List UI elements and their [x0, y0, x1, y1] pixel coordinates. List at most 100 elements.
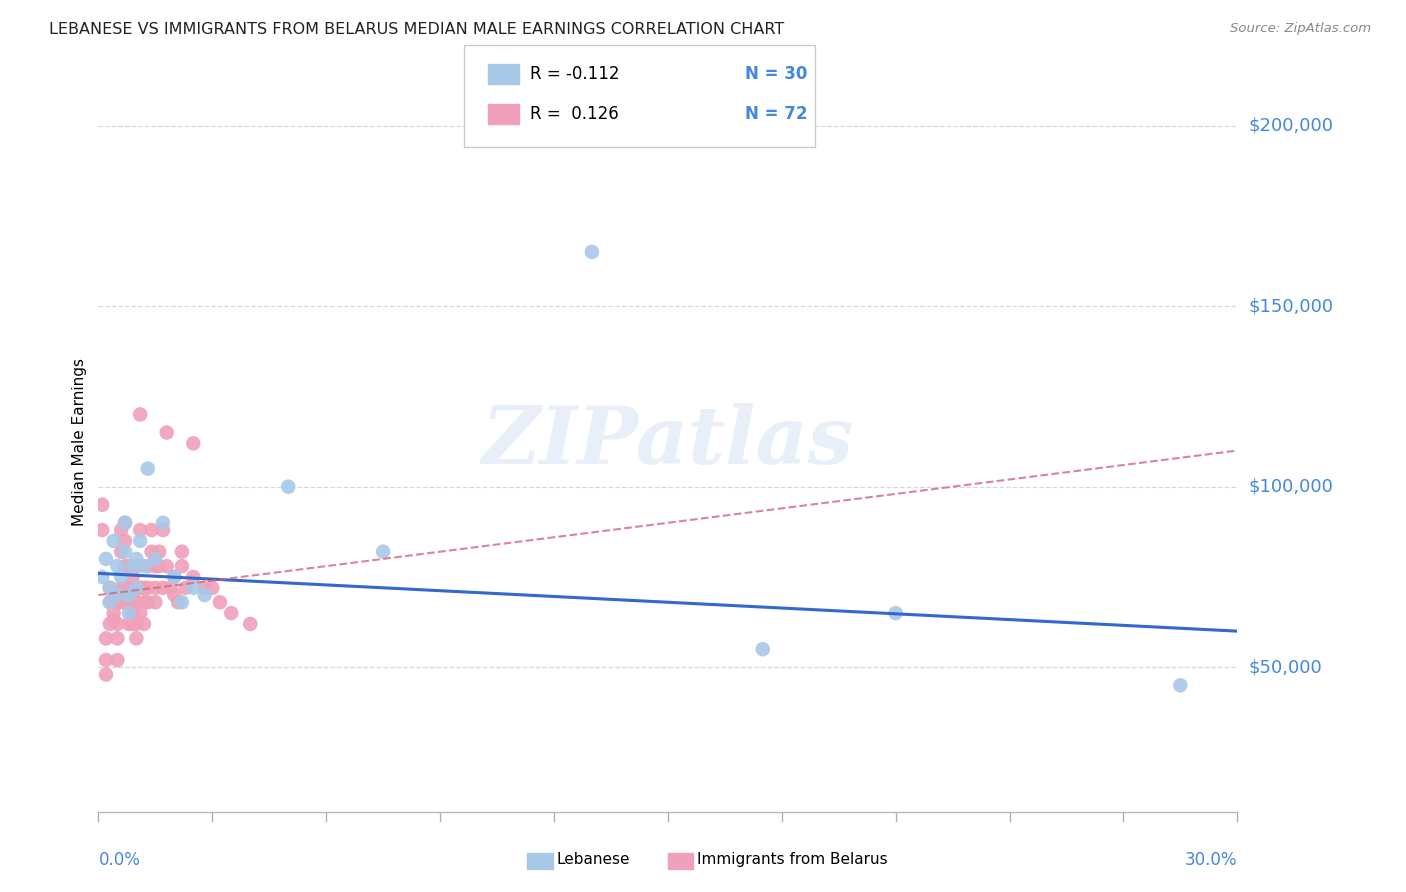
- Text: Lebanese: Lebanese: [557, 853, 630, 867]
- Point: [221, 606, 243, 620]
- Point: [145, 581, 167, 595]
- Point: [125, 552, 148, 566]
- Point: [121, 588, 143, 602]
- Point: [129, 408, 152, 422]
- Point: [136, 581, 159, 595]
- Point: [121, 606, 143, 620]
- Point: [174, 581, 197, 595]
- Point: [163, 570, 186, 584]
- Point: [170, 595, 193, 609]
- Point: [118, 581, 141, 595]
- Point: [208, 595, 231, 609]
- Point: [136, 461, 159, 475]
- Point: [1170, 678, 1192, 692]
- Point: [141, 523, 163, 537]
- Point: [148, 559, 170, 574]
- Point: [98, 581, 121, 595]
- Text: $150,000: $150,000: [1249, 297, 1333, 315]
- Point: [170, 544, 193, 558]
- Y-axis label: Median Male Earnings: Median Male Earnings: [72, 358, 87, 525]
- Point: [107, 653, 129, 667]
- Point: [156, 559, 179, 574]
- Point: [125, 616, 148, 631]
- Point: [277, 480, 299, 494]
- Point: [94, 632, 117, 646]
- Point: [581, 244, 603, 259]
- Point: [98, 595, 121, 609]
- Point: [183, 581, 205, 595]
- Point: [91, 523, 114, 537]
- Point: [132, 581, 155, 595]
- Point: [132, 595, 155, 609]
- Point: [159, 581, 181, 595]
- Point: [114, 595, 136, 609]
- Point: [141, 544, 163, 558]
- Point: [110, 570, 132, 584]
- Point: [94, 552, 117, 566]
- Text: R = -0.112: R = -0.112: [530, 65, 620, 83]
- Point: [125, 581, 148, 595]
- Point: [163, 588, 186, 602]
- Point: [152, 523, 174, 537]
- Text: $100,000: $100,000: [1249, 478, 1333, 496]
- Text: Immigrants from Belarus: Immigrants from Belarus: [697, 853, 889, 867]
- Point: [129, 533, 152, 548]
- Text: Source: ZipAtlas.com: Source: ZipAtlas.com: [1230, 22, 1371, 36]
- Point: [118, 595, 141, 609]
- Point: [145, 595, 167, 609]
- Point: [98, 581, 121, 595]
- Point: [752, 642, 775, 657]
- Text: $200,000: $200,000: [1249, 117, 1333, 135]
- Point: [103, 606, 125, 620]
- Point: [156, 425, 179, 440]
- Point: [129, 581, 152, 595]
- Point: [132, 559, 155, 574]
- Point: [201, 581, 224, 595]
- Point: [152, 516, 174, 530]
- Text: R =  0.126: R = 0.126: [530, 105, 619, 123]
- Point: [148, 544, 170, 558]
- Point: [145, 559, 167, 574]
- Point: [371, 544, 394, 558]
- Point: [98, 595, 121, 609]
- Point: [110, 581, 132, 595]
- Point: [163, 570, 186, 584]
- Point: [125, 581, 148, 595]
- Point: [132, 616, 155, 631]
- Point: [152, 581, 174, 595]
- Point: [94, 667, 117, 681]
- Point: [110, 595, 132, 609]
- Point: [94, 653, 117, 667]
- Point: [107, 632, 129, 646]
- Point: [107, 595, 129, 609]
- Point: [114, 516, 136, 530]
- Point: [114, 581, 136, 595]
- Point: [118, 616, 141, 631]
- Point: [129, 606, 152, 620]
- Point: [183, 436, 205, 450]
- Point: [114, 533, 136, 548]
- Point: [103, 533, 125, 548]
- Point: [183, 570, 205, 584]
- Point: [167, 595, 190, 609]
- Point: [145, 552, 167, 566]
- Point: [110, 523, 132, 537]
- Point: [118, 606, 141, 620]
- Point: [103, 588, 125, 602]
- Point: [121, 616, 143, 631]
- Point: [91, 498, 114, 512]
- Text: $50,000: $50,000: [1249, 658, 1322, 676]
- Point: [114, 559, 136, 574]
- Point: [125, 559, 148, 574]
- Point: [103, 613, 125, 627]
- Point: [114, 544, 136, 558]
- Text: 30.0%: 30.0%: [1185, 851, 1237, 869]
- Point: [136, 559, 159, 574]
- Point: [136, 595, 159, 609]
- Point: [118, 559, 141, 574]
- Point: [170, 559, 193, 574]
- Point: [125, 595, 148, 609]
- Text: ZIPatlas: ZIPatlas: [482, 403, 853, 480]
- Point: [107, 588, 129, 602]
- Point: [121, 570, 143, 584]
